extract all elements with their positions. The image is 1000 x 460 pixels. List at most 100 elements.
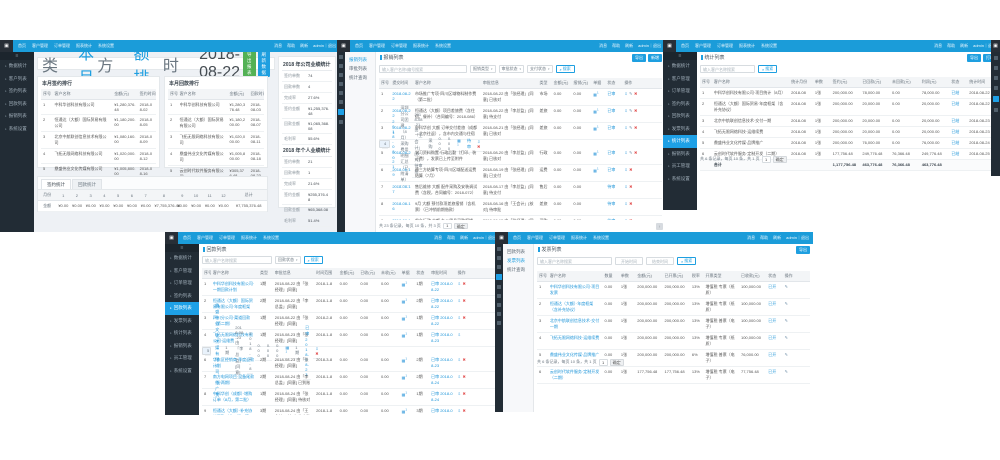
download-icon[interactable]: ⇩ [457, 281, 461, 286]
attachment-icon[interactable]: ▦1 [593, 125, 599, 132]
nav-item[interactable]: 客户管理 [197, 235, 213, 241]
delete-icon[interactable]: ✖ [629, 201, 633, 206]
cell-link[interactable]: 2018-08-20 [392, 150, 411, 160]
nav-item[interactable]: 客户管理 [369, 43, 385, 49]
sidebar-item[interactable]: ▸ 签约列表 [165, 290, 199, 303]
app-logo-icon[interactable]: ▣ [165, 232, 178, 244]
edit-icon[interactable]: ✎ [629, 150, 633, 155]
nav-right-item[interactable]: 帮助 [947, 43, 955, 49]
download-icon[interactable]: ⇩ [457, 315, 461, 320]
nav-right-item[interactable]: admin｜退出 [786, 235, 809, 241]
filter-select[interactable]: 回款状态 ▾ [275, 256, 301, 264]
nav-right-item[interactable]: 刷新 [625, 43, 633, 49]
nav-item[interactable]: 首页 [183, 235, 191, 241]
delete-icon[interactable]: ✖ [315, 350, 319, 356]
attachment-icon[interactable]: ▦1 [593, 108, 599, 115]
cell-link[interactable]: 2018-08-22 [392, 91, 411, 101]
sidebar-item[interactable]: ▸ 发票列表 [663, 123, 697, 136]
edit-icon[interactable]: ✎ [784, 335, 788, 340]
download-icon[interactable]: ⇩ [476, 138, 481, 144]
toolbar-button[interactable]: 新增 [648, 54, 662, 62]
cell-link[interactable]: 已审 2018-08-23 [431, 332, 453, 343]
cell-link[interactable]: 2018-08-16 [392, 201, 411, 211]
download-icon[interactable]: ⇩ [457, 298, 461, 303]
nav-item[interactable]: 客户管理 [527, 235, 543, 241]
cell-link[interactable]: 已审 2018-08-23 [305, 324, 310, 377]
nav-item[interactable]: 报表统计 [76, 43, 92, 49]
nav-right-item[interactable]: 刷新 [960, 43, 968, 49]
nav-item[interactable]: 首页 [681, 43, 689, 49]
sidebar-item[interactable]: ▸ 数据统计 [0, 60, 34, 73]
app-logo-icon[interactable]: ▣ [663, 40, 676, 52]
delete-icon[interactable]: ✖ [462, 408, 466, 413]
payment-icon[interactable] [497, 285, 501, 289]
cell-link[interactable]: 飞拓无限网络科技·运维续费 [549, 335, 600, 340]
tab[interactable]: 回款统计 [72, 179, 102, 189]
nav-right-item[interactable]: admin｜退出 [638, 43, 661, 49]
cell-link[interactable]: 云创时代软件服务·定制开发（二期） [549, 369, 600, 380]
nav-item[interactable]: 订单管理 [54, 43, 70, 49]
sidebar-item[interactable]: ▸ 系统设置 [165, 365, 199, 378]
download-icon[interactable]: ⇩ [624, 167, 628, 172]
sidebar-item[interactable]: ▸ 系统设置 [663, 173, 697, 186]
nav-item[interactable]: 报表统计 [413, 43, 429, 49]
cell-link[interactable]: 2018-08-21 [392, 118, 395, 169]
app-logo-icon[interactable]: ▣ [337, 40, 350, 52]
customer-icon[interactable] [339, 73, 343, 77]
export-report-button[interactable]: 导出报表 [243, 52, 256, 77]
search-input[interactable] [202, 256, 272, 264]
contract-icon[interactable] [339, 82, 343, 86]
delete-icon[interactable]: ✖ [462, 374, 466, 379]
cell-link[interactable]: 已审 2018-08-22 [431, 281, 453, 292]
toolbar-button[interactable]: 打印 [983, 54, 997, 62]
download-icon[interactable]: ⇩ [315, 345, 319, 351]
cell-link[interactable]: 已审 2018-08-24 [431, 391, 453, 402]
search-button[interactable]: ⌕ 搜索 [303, 256, 323, 264]
app-logo-icon[interactable]: ▣ [495, 232, 508, 244]
invoice-icon[interactable] [496, 274, 502, 280]
sidebar-item[interactable]: ▸ 系统设置 [0, 123, 34, 136]
sidebar-item[interactable]: ▸ 员工管理 [663, 160, 697, 173]
filter-select[interactable]: 审批状态 ▾ [498, 65, 525, 73]
page-input[interactable] [761, 156, 771, 163]
delete-icon[interactable]: ✖ [634, 150, 638, 155]
cell-link[interactable]: 恒通达（大额）·年度框架（含补充协议） [549, 301, 594, 312]
nav-right-item[interactable]: 消息 [274, 43, 282, 49]
download-icon[interactable]: ⇩ [624, 108, 628, 113]
settings-icon[interactable] [993, 108, 998, 112]
delete-icon[interactable]: ✖ [462, 298, 466, 303]
cell-link[interactable]: 2018-08-17 [392, 184, 411, 194]
cell-link[interactable]: 南方电网项目·设备尾款（分两期） [212, 374, 255, 385]
nav-right-item[interactable]: 帮助 [612, 43, 620, 49]
payment-icon[interactable] [339, 91, 343, 95]
settings-icon[interactable] [339, 120, 343, 124]
refresh-stats-button[interactable]: 刷新数据 [257, 52, 270, 77]
menu-icon[interactable] [339, 55, 343, 59]
cell-link[interactable]: 已审 2018-08-22 [431, 298, 453, 309]
sidebar-item[interactable]: ▸ 回款列表 [0, 98, 34, 111]
page-input[interactable] [598, 359, 608, 366]
nav-right-item[interactable]: 刷新 [460, 235, 468, 241]
sidebar-item[interactable]: ▸ 签约列表 [663, 98, 697, 111]
toolbar-button[interactable]: 导出 [967, 54, 981, 62]
sidebar-item[interactable]: ▸ 数据统计 [165, 252, 199, 265]
tab[interactable]: 签约统计 [41, 179, 71, 189]
download-icon[interactable]: ⇩ [624, 201, 628, 206]
cell-link[interactable]: 已审 2018-08-24 [431, 408, 453, 415]
delete-icon[interactable]: ✖ [462, 315, 466, 320]
nav-right-item[interactable]: admin｜退出 [313, 43, 336, 49]
date-from-input[interactable] [615, 257, 643, 265]
download-icon[interactable]: ⇩ [624, 91, 628, 96]
delete-icon[interactable]: ✖ [629, 167, 633, 172]
nav-item[interactable]: 系统设置 [593, 235, 609, 241]
cell-link[interactable]: 2018-08-22 [392, 108, 411, 118]
subnav-item[interactable]: 发票列表 [503, 256, 533, 265]
sidebar-item[interactable]: ▸ 订单管理 [663, 85, 697, 98]
download-icon[interactable]: ⇩ [624, 184, 628, 189]
page-input[interactable] [442, 222, 452, 229]
nav-item[interactable]: 系统设置 [263, 235, 279, 241]
cell-link[interactable]: 鼎盛伟业文化传媒·品牌推广 [549, 352, 600, 357]
cell-link[interactable]: 四川分公司·渠道回款（第二期） [212, 315, 251, 326]
nav-item[interactable]: 首页 [513, 235, 521, 241]
nav-item[interactable]: 报表统计 [739, 43, 755, 49]
